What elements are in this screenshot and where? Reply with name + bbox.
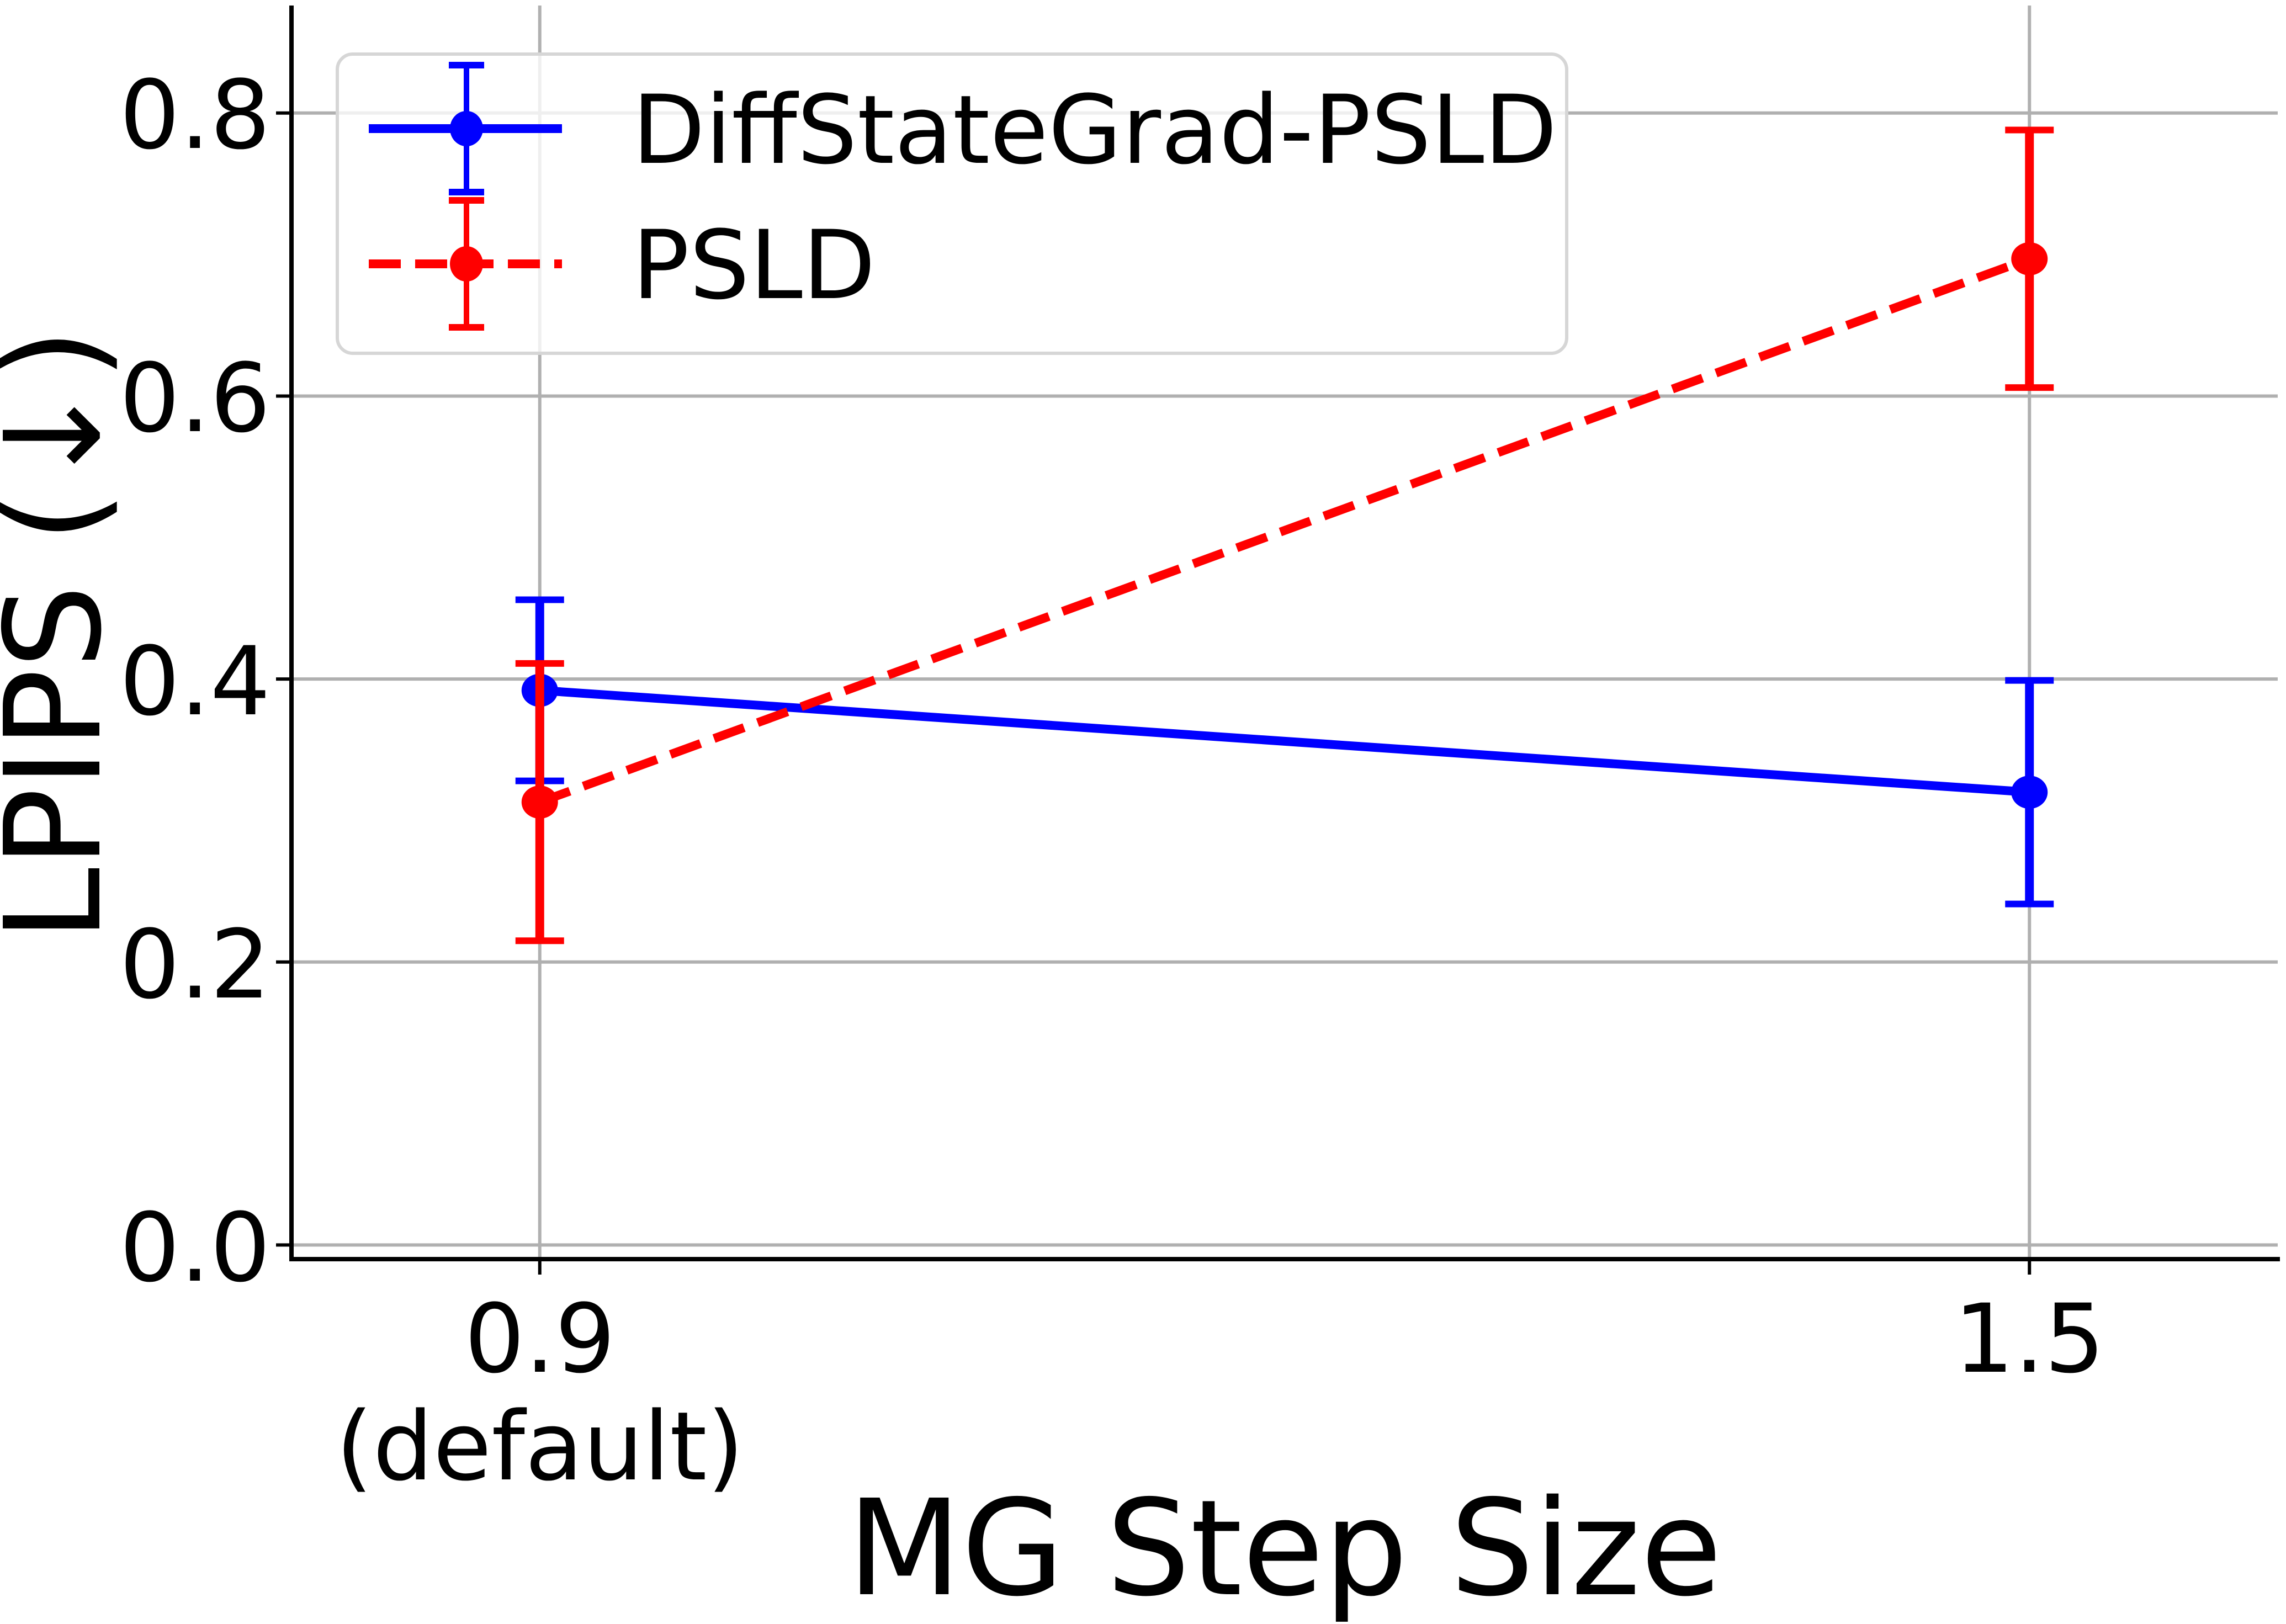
y-tick-label: 0.6 bbox=[119, 343, 270, 454]
data-point-marker bbox=[521, 786, 558, 819]
data-series bbox=[515, 126, 2054, 944]
y-tick-label: 0.4 bbox=[119, 626, 270, 737]
legend-frame bbox=[336, 52, 1568, 355]
series-line bbox=[539, 686, 2030, 797]
series-psld bbox=[515, 126, 2054, 944]
data-point-marker bbox=[2011, 776, 2048, 809]
series-line bbox=[538, 254, 2031, 806]
legend: DiffStateGrad-PSLD PSLD bbox=[336, 52, 1568, 355]
legend-handle-psld bbox=[369, 197, 562, 331]
y-axis-title: LPIPS (↓) bbox=[0, 328, 131, 942]
x-axis-title: MG Step Size bbox=[847, 1471, 1722, 1624]
legend-marker bbox=[450, 246, 483, 282]
legend-label-psld: PSLD bbox=[632, 210, 876, 321]
y-tick-label: 0.0 bbox=[119, 1192, 270, 1303]
legend-marker bbox=[450, 111, 483, 146]
y-tick-label: 0.2 bbox=[119, 909, 270, 1020]
axes-spines bbox=[289, 6, 2280, 1261]
legend-handle-diffstategrad-psld bbox=[369, 62, 562, 195]
legend-label-diffstategrad-psld: DiffStateGrad-PSLD bbox=[632, 75, 1557, 185]
x-tick-label-1-5: 1.5 bbox=[1954, 1283, 2105, 1394]
y-tick-label: 0.8 bbox=[119, 60, 270, 171]
x-tick-label-default-note: (default) bbox=[336, 1391, 744, 1502]
y-tick-labels: 0.0 0.2 0.4 0.6 0.8 bbox=[119, 60, 270, 1303]
x-tick-label-0-9: 0.9 bbox=[464, 1283, 616, 1394]
series-diffstategrad-psld bbox=[515, 596, 2054, 907]
axis-ticks bbox=[276, 111, 2032, 1275]
x-tick-labels: 0.9 (default) 1.5 bbox=[336, 1283, 2104, 1502]
data-point-marker bbox=[2011, 242, 2048, 275]
